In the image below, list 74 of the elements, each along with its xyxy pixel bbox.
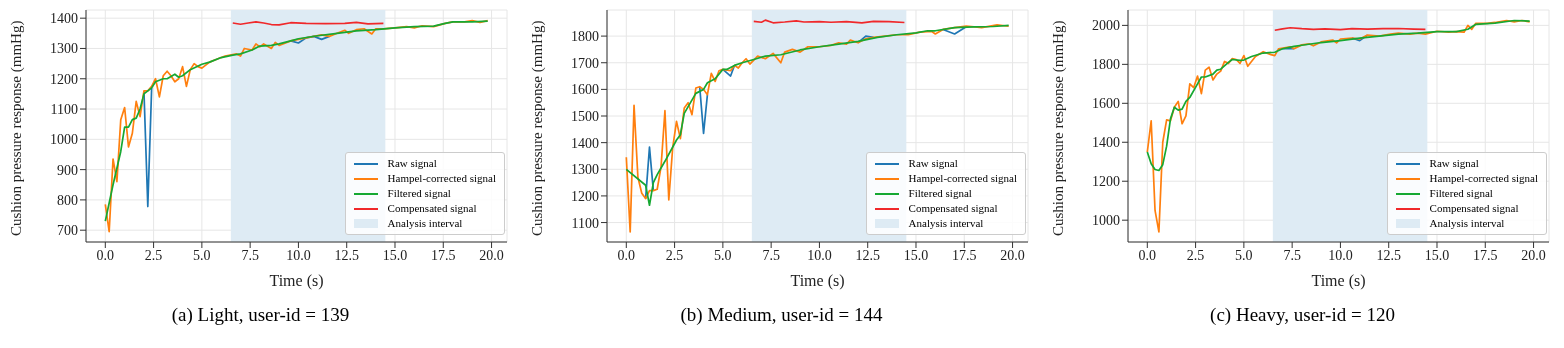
y-tick-label: 1200 (50, 71, 78, 87)
band-label: Analysis interval (387, 216, 463, 231)
band-label: Analysis interval (1429, 216, 1505, 231)
text: (c) Heavy, user-id = 120 (1209, 304, 1396, 326)
x-tick-label: 5.0 (1235, 247, 1253, 263)
y-tick-label: 1200 (1092, 174, 1120, 190)
x-tick-label: 17.5 (1473, 247, 1498, 263)
y-tick-label: 1300 (571, 162, 599, 178)
legend-label: Hampel-corrected signal (1429, 171, 1538, 186)
x-tick-label: 7.5 (241, 247, 259, 263)
x-tick-label: 0.0 (617, 247, 636, 263)
x-tick-label: 5.0 (714, 247, 732, 263)
x-tick-label: 2.5 (1186, 247, 1205, 263)
band-label: Analysis interval (908, 216, 984, 231)
x-axis-title: Time (s) (1311, 272, 1366, 290)
y-axis-title: Cushion pressure response (mmHg) (1050, 20, 1068, 236)
y-tick-label: 2000 (1092, 18, 1120, 34)
x-tick-label: 12.5 (1376, 247, 1401, 263)
x-tick-label: 0.0 (96, 247, 115, 263)
x-tick-label: 17.5 (952, 247, 977, 263)
x-axis-title: Time (s) (269, 272, 324, 290)
text: (a) Light, user-id = 139 (170, 304, 351, 326)
legend-label: Filtered signal (908, 186, 972, 201)
x-tick-label: 2.5 (665, 247, 684, 263)
x-tick-label: 10.0 (807, 247, 832, 263)
y-tick-label: 1400 (50, 11, 78, 27)
y-tick-label: 1100 (571, 215, 599, 231)
y-tick-label: 1000 (50, 132, 78, 148)
y-tick-label: 1500 (571, 108, 599, 124)
y-tick-label: 1000 (1092, 213, 1120, 229)
legend-label: Hampel-corrected signal (387, 171, 496, 186)
legend-label: Compensated signal (387, 201, 477, 216)
legend-label: Filtered signal (1429, 186, 1493, 201)
x-tick-label: 7.5 (762, 247, 780, 263)
x-tick-label: 12.5 (334, 247, 359, 263)
y-tick-label: 1400 (1092, 135, 1120, 151)
x-tick-label: 20.0 (479, 247, 504, 263)
x-tick-label: 15.0 (382, 247, 408, 263)
text: (b) Medium, user-id = 144 (679, 304, 884, 326)
y-tick-label: 1600 (571, 82, 599, 98)
legend-label: Raw signal (1429, 156, 1479, 171)
legend-label: Compensated signal (1429, 201, 1519, 216)
y-tick-label: 1300 (50, 41, 78, 57)
y-tick-label: 800 (57, 192, 78, 208)
y-axis-title: Cushion pressure response (mmHg) (529, 20, 547, 236)
y-tick-label: 1700 (571, 55, 599, 71)
x-tick-label: 10.0 (1328, 247, 1353, 263)
y-tick-label: 700 (57, 223, 78, 239)
line-series (1146, 19, 1531, 172)
y-tick-label: 1400 (571, 135, 599, 151)
x-tick-label: 20.0 (1000, 247, 1025, 263)
x-tick-label: 15.0 (1424, 247, 1450, 263)
x-tick-label: 10.0 (286, 247, 311, 263)
legend-label: Raw signal (387, 156, 437, 171)
x-tick-label: 5.0 (193, 247, 211, 263)
x-tick-label: 17.5 (431, 247, 456, 263)
x-tick-label: 2.5 (144, 247, 163, 263)
legend-label: Raw signal (908, 156, 958, 171)
legend-label: Compensated signal (908, 201, 998, 216)
x-tick-label: 20.0 (1521, 247, 1546, 263)
x-tick-label: 12.5 (855, 247, 880, 263)
x-tick-label: 0.0 (1138, 247, 1157, 263)
y-tick-label: 1800 (1092, 57, 1120, 73)
legend-label: Hampel-corrected signal (908, 171, 1017, 186)
y-tick-label: 1600 (1092, 96, 1120, 112)
legend-label: Filtered signal (387, 186, 451, 201)
y-axis-title: Cushion pressure response (mmHg) (8, 20, 26, 236)
y-tick-label: 900 (57, 162, 78, 178)
x-tick-label: 15.0 (903, 247, 929, 263)
y-tick-label: 1800 (571, 29, 599, 45)
x-tick-label: 7.5 (1283, 247, 1301, 263)
y-tick-label: 1100 (50, 102, 78, 118)
y-tick-label: 1200 (571, 188, 599, 204)
x-axis-title: Time (s) (790, 272, 845, 290)
